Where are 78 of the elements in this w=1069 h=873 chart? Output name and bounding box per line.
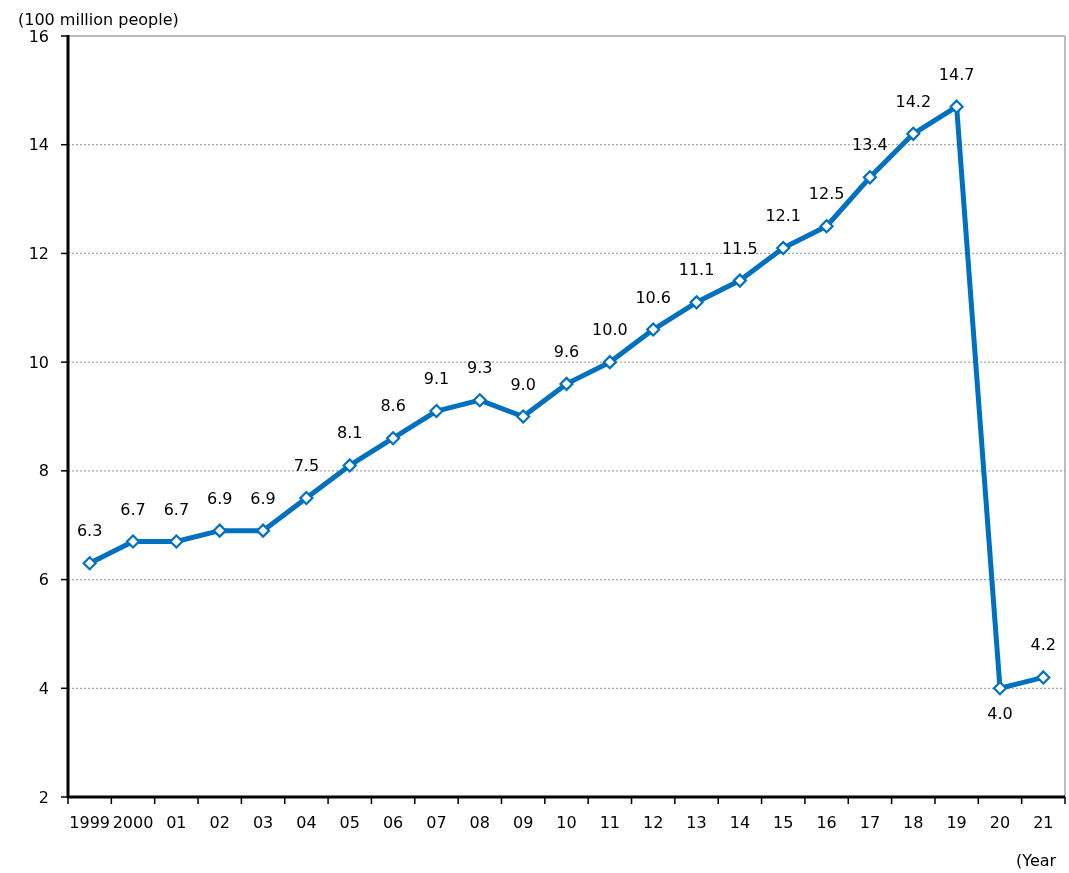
data-label: 6.3 [76, 521, 103, 541]
x-tick-label: 04 [296, 813, 317, 832]
x-tick-label: 03 [252, 813, 274, 832]
x-tick-label: 18 [903, 813, 924, 832]
x-tick-label: 07 [426, 813, 447, 832]
x-tick-label: 09 [512, 813, 534, 832]
data-label: 9.0 [510, 374, 536, 394]
x-tick-label: 19 [946, 813, 967, 832]
point [255, 523, 271, 538]
point [732, 273, 747, 288]
data-label: 7.5 [293, 456, 320, 476]
point [559, 376, 574, 391]
point [299, 490, 314, 506]
x-tick-label: 11 [599, 813, 621, 832]
data-label: 6.9 [250, 488, 276, 508]
point [429, 403, 444, 419]
data-label: 9.6 [553, 341, 580, 361]
point [646, 322, 661, 337]
data-label: 4.2 [1030, 635, 1057, 655]
x-tick-label: 14 [729, 813, 751, 832]
data-label: 9.1 [423, 369, 450, 389]
data-label: 6.7 [120, 499, 146, 519]
y-tick-label: 6 [38, 570, 49, 590]
point [472, 393, 487, 408]
x-tick-label: 20 [989, 813, 1011, 832]
point [1036, 670, 1051, 685]
x-axis-title: (Year [1016, 851, 1057, 870]
x-tick-label: 06 [382, 813, 404, 832]
x-tick-label: 02 [209, 813, 230, 832]
data-label: 8.6 [380, 396, 406, 416]
point [169, 534, 184, 549]
data-label: 6.9 [206, 488, 233, 508]
point [212, 523, 227, 538]
y-tick-label: 8 [38, 461, 49, 481]
point [516, 409, 531, 424]
y-tick-label: 14 [28, 135, 49, 155]
y-tick-label: 12 [28, 244, 49, 264]
data-label: 12.1 [765, 205, 802, 225]
x-tick-label: 16 [816, 813, 837, 832]
point [689, 295, 704, 310]
point [819, 219, 834, 234]
point [949, 99, 964, 114]
point [906, 126, 921, 141]
data-label: 8.1 [337, 423, 363, 443]
data-label: 14.7 [938, 64, 975, 84]
data-label: 10.6 [635, 287, 672, 307]
x-tick-label: 10 [556, 813, 577, 832]
x-tick-label: 01 [166, 813, 187, 832]
data-label: 6.7 [163, 499, 190, 519]
y-tick-label: 4 [38, 678, 49, 698]
point [82, 556, 97, 571]
point [992, 681, 1008, 696]
x-tick-label: 1999 [69, 813, 111, 832]
x-tick-label: 12 [643, 813, 664, 832]
point [386, 431, 401, 446]
x-tick-label: 15 [773, 813, 794, 832]
x-tick-label: 08 [469, 813, 490, 832]
data-label: 4.0 [987, 704, 1013, 724]
data-label: 13.4 [852, 135, 888, 155]
x-tick-label: 2000 [112, 813, 154, 832]
data-label: 9.3 [467, 358, 493, 378]
y-tick-label: 10 [28, 352, 49, 372]
point [602, 355, 617, 370]
x-tick-label: 13 [686, 813, 707, 832]
data-label: 14.2 [895, 91, 932, 111]
data-label: 10.0 [592, 320, 628, 340]
point [342, 458, 357, 473]
x-tick-label: 17 [859, 813, 881, 832]
point [776, 240, 791, 256]
data-label: 11.1 [678, 260, 715, 280]
y-axis-title: (100 million people) [18, 10, 179, 29]
x-tick-label: 05 [339, 813, 360, 832]
x-tick-label: 21 [1033, 813, 1054, 832]
y-tick-label: 2 [38, 787, 49, 807]
data-label: 11.5 [722, 238, 758, 258]
data-label: 12.5 [808, 184, 845, 204]
y-tick-label: 16 [28, 26, 49, 46]
point [862, 170, 878, 185]
